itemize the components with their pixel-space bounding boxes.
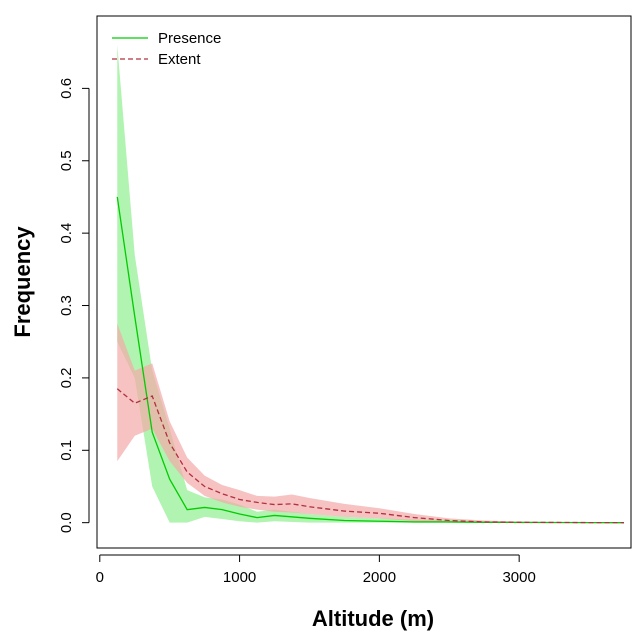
y-tick-label: 0.2 [58, 367, 75, 388]
x-axis-label: Altitude (m) [312, 606, 434, 631]
y-tick-label: 0.3 [58, 295, 75, 316]
y-axis-label: Frequency [10, 226, 35, 338]
x-tick-label: 3000 [502, 569, 535, 586]
x-tick-label: 2000 [363, 569, 396, 586]
series-lines [116, 196, 625, 524]
y-tick-label: 0.1 [58, 440, 75, 461]
band-presence [117, 44, 625, 523]
y-tick-label: 0.6 [58, 78, 75, 99]
y-tick-label: 0.0 [58, 512, 75, 533]
y-tick-label: 0.4 [58, 223, 75, 244]
legend-label-extent: Extent [158, 51, 201, 68]
x-tick-label: 0 [96, 569, 104, 586]
y-tick-label: 0.5 [58, 150, 75, 171]
x-tick-label: 1000 [223, 569, 256, 586]
legend: Presence Extent [112, 30, 221, 68]
y-axis: 0.0 0.1 0.2 0.3 0.4 0.5 0.6 [58, 78, 90, 533]
confidence-bands [117, 44, 625, 523]
plot-frame [96, 15, 632, 549]
legend-label-presence: Presence [158, 30, 221, 47]
x-axis: 0 1000 2000 3000 [96, 554, 536, 586]
